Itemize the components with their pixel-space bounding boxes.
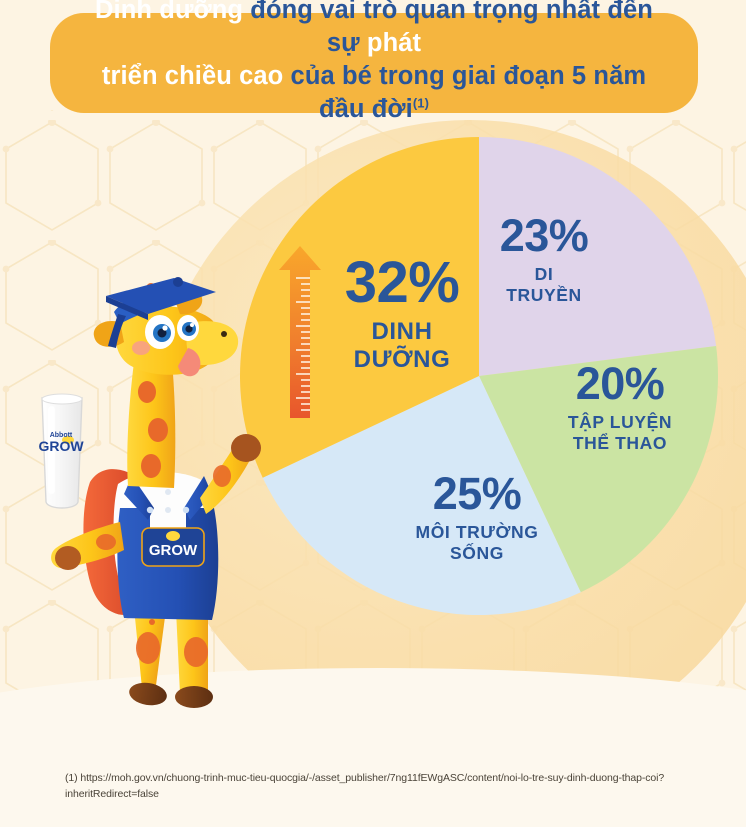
- glass-brand-small: Abbott: [50, 432, 73, 439]
- slice-name-tap-luyen: TẬP LUYỆN THỂ THAO: [567, 412, 673, 453]
- mascot-legs: [129, 607, 213, 708]
- ground-surface: [0, 668, 746, 827]
- slice-label-di-truyen: 23% DI TRUYỀN: [468, 212, 620, 306]
- pie-slice-1: [479, 137, 717, 376]
- banner-line1-white: Dinh dưỡng: [95, 0, 244, 24]
- footnote-source: (1) https://moh.gov.vn/chuong-trinh-muc-…: [65, 772, 665, 801]
- slice-label-dinh-duong: 32% DINH DƯỠNG: [322, 250, 482, 375]
- banner-line1-white-2: phát: [366, 28, 422, 57]
- pie-slice-2: [479, 346, 718, 593]
- banner-line1-blue: đóng vai trò quan trọng nhất đến sự: [250, 0, 653, 57]
- pie-chart-svg: [240, 137, 718, 615]
- bottom-cropped-text: [0, 818, 746, 827]
- slice-name-di-truyen: DI TRUYỀN: [506, 264, 582, 305]
- graduation-cap-icon: [106, 277, 216, 348]
- slice-value-tap-luyen: 20%: [575, 358, 665, 409]
- overalls-pocket-logo: GROW: [141, 527, 205, 567]
- slice-value-dinh-duong: 32%: [344, 250, 460, 315]
- pocket-brand-text: GROW: [149, 542, 198, 559]
- slice-name-dinh-duong: DINH DƯỠNG: [353, 317, 451, 374]
- banner-headline: Dinh dưỡng đóng vai trò quan trọng nhất …: [78, 0, 670, 126]
- mascot-right-arm: [200, 434, 261, 514]
- slice-value-moi-truong: 25%: [432, 468, 522, 519]
- banner-footnote-marker: (1): [412, 95, 430, 111]
- giraffe-mascot-illustration: GROW Abbott GROW: [38, 277, 261, 708]
- banner-line2-white: triển chiều cao: [101, 62, 284, 90]
- slice-label-moi-truong: 25% MÔI TRƯỜNG SỐNG: [382, 470, 572, 564]
- pie-slice-3: [262, 376, 581, 615]
- mascot-left-arm: [51, 522, 124, 570]
- growth-arrow-ruler-icon: [279, 246, 321, 418]
- milk-glass: Abbott GROW: [38, 393, 84, 509]
- slice-name-moi-truong: MÔI TRƯỜNG SỐNG: [415, 522, 539, 563]
- slice-value-di-truyen: 23%: [499, 210, 589, 261]
- pie-chart: [238, 135, 720, 617]
- banner-line2-blue: của bé trong giai đoạn 5 năm đầu đời: [290, 62, 647, 124]
- glass-brand-text: GROW: [38, 438, 84, 454]
- slice-label-tap-luyen: 20% TẬP LUYỆN THỂ THAO: [540, 360, 700, 454]
- header-banner: Dinh dưỡng đóng vai trò quan trọng nhất …: [50, 0, 698, 123]
- mascot-head: [93, 277, 239, 377]
